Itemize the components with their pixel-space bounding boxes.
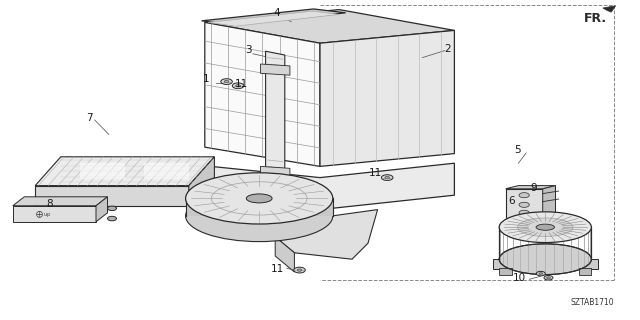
Text: 11: 11 [236,79,248,90]
Polygon shape [603,6,616,12]
Circle shape [236,84,241,87]
Polygon shape [186,198,333,216]
Ellipse shape [186,190,333,242]
Circle shape [232,83,244,89]
Text: 11: 11 [271,264,284,274]
Ellipse shape [499,244,591,275]
Text: 6: 6 [509,196,515,206]
Text: 2: 2 [445,44,451,54]
Text: 9: 9 [531,183,537,193]
Polygon shape [506,186,556,189]
Polygon shape [262,210,378,259]
Text: $\bigoplus$ up: $\bigoplus$ up [35,209,52,220]
Polygon shape [80,163,125,179]
Polygon shape [205,22,320,166]
Text: 1: 1 [203,74,209,84]
Polygon shape [579,268,591,275]
Polygon shape [202,9,346,25]
Circle shape [536,271,545,276]
Ellipse shape [246,194,272,203]
Circle shape [519,210,529,215]
Circle shape [221,79,232,84]
Polygon shape [205,10,454,43]
Polygon shape [96,197,108,222]
Ellipse shape [536,224,554,230]
Circle shape [224,80,229,83]
Text: 4: 4 [273,8,280,19]
Circle shape [385,176,390,179]
Polygon shape [320,30,454,166]
Polygon shape [189,157,214,206]
Polygon shape [543,186,556,218]
Text: 5: 5 [514,145,520,156]
Circle shape [547,277,550,279]
Text: SZTAB1710: SZTAB1710 [571,298,614,307]
Polygon shape [35,186,189,206]
Polygon shape [499,268,512,275]
Text: 11: 11 [369,168,382,179]
Polygon shape [260,64,290,75]
Circle shape [297,269,302,271]
Polygon shape [144,163,189,179]
Circle shape [381,175,393,180]
Polygon shape [260,166,290,178]
Text: FR.: FR. [584,12,607,25]
Circle shape [294,267,305,273]
Circle shape [519,193,529,198]
Polygon shape [211,163,454,210]
Polygon shape [493,259,598,269]
Circle shape [108,216,116,221]
Polygon shape [13,206,96,222]
Circle shape [544,276,553,280]
Polygon shape [13,197,108,206]
Ellipse shape [186,173,333,224]
Polygon shape [266,51,285,189]
Polygon shape [208,11,339,26]
Ellipse shape [499,212,591,243]
Ellipse shape [518,218,573,236]
Polygon shape [35,157,214,186]
Text: 3: 3 [245,44,252,55]
Polygon shape [275,237,294,272]
Text: 8: 8 [47,199,53,209]
Circle shape [519,202,529,207]
Text: 10: 10 [513,273,526,284]
Circle shape [539,273,543,275]
Circle shape [108,206,116,211]
Polygon shape [506,189,543,218]
Text: 7: 7 [86,113,93,123]
